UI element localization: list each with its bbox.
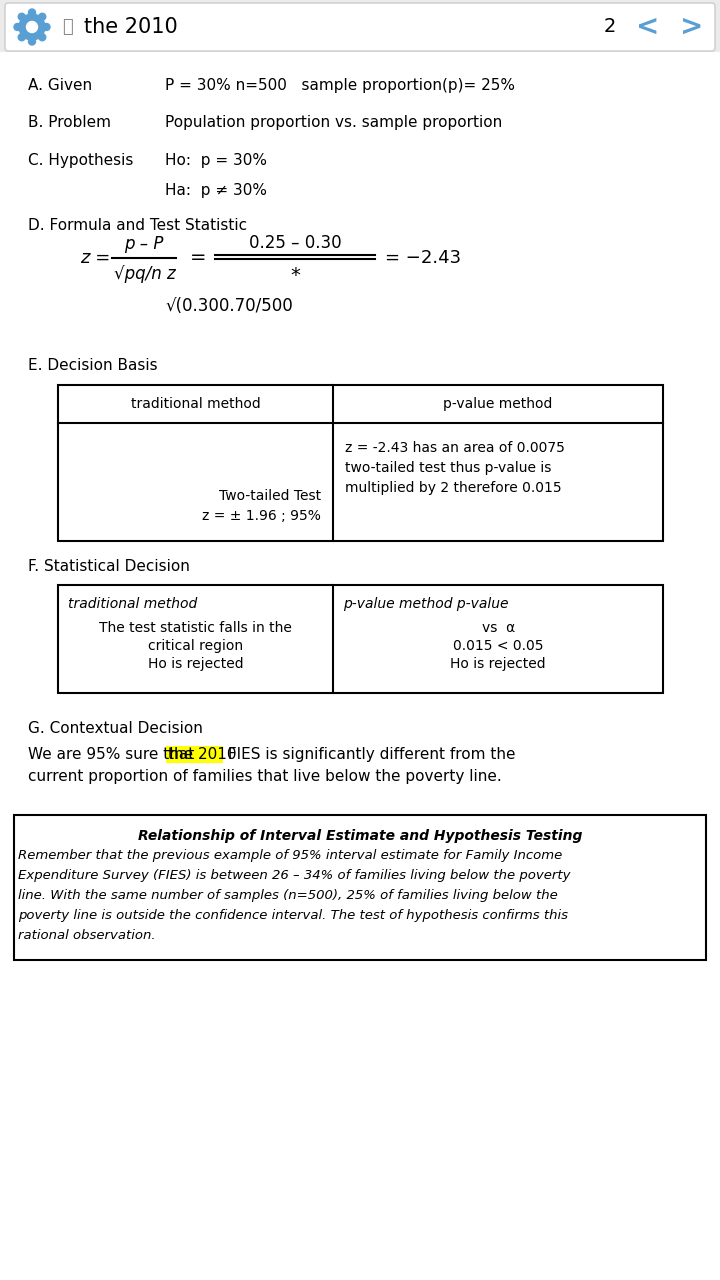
Circle shape [29, 38, 35, 45]
Text: √pq/n z: √pq/n z [114, 265, 176, 283]
Text: = −2.43: = −2.43 [385, 250, 461, 268]
Text: Ha:  p ≠ 30%: Ha: p ≠ 30% [165, 183, 267, 198]
Bar [14, 815, 706, 960]
Text: poverty line is outside the confidence interval. The test of hypothesis confirms: poverty line is outside the confidence i… [18, 909, 568, 922]
Text: Two-tailed Test: Two-tailed Test [219, 489, 321, 503]
Text: >: > [680, 13, 703, 41]
Circle shape [29, 9, 35, 15]
Text: z = -2.43 has an area of 0.0075: z = -2.43 has an area of 0.0075 [346, 442, 565, 454]
Circle shape [18, 33, 25, 41]
Text: ⌕: ⌕ [62, 18, 73, 36]
Text: The test statistic falls in the: The test statistic falls in the [99, 621, 292, 635]
Text: √(0.300.70/500: √(0.300.70/500 [165, 297, 293, 315]
Text: Ho is rejected: Ho is rejected [450, 657, 546, 671]
Text: the 2010: the 2010 [84, 17, 178, 37]
Text: <: < [636, 13, 660, 41]
Text: Ho is rejected: Ho is rejected [148, 657, 243, 671]
Text: F. Statistical Decision: F. Statistical Decision [28, 559, 190, 573]
Text: multiplied by 2 therefore 0.015: multiplied by 2 therefore 0.015 [346, 481, 562, 495]
Text: C. Hypothesis: C. Hypothesis [28, 154, 133, 168]
Text: p-value method: p-value method [444, 397, 553, 411]
Circle shape [18, 13, 25, 20]
Text: P = 30% n=500   sample proportion(p)= 25%: P = 30% n=500 sample proportion(p)= 25% [165, 78, 515, 93]
Circle shape [14, 23, 21, 31]
Circle shape [27, 22, 37, 32]
Text: FIES is significantly different from the: FIES is significantly different from the [223, 748, 516, 762]
Text: 0.25 – 0.30: 0.25 – 0.30 [248, 234, 341, 252]
Text: z = ± 1.96 ; 95%: z = ± 1.96 ; 95% [202, 509, 321, 524]
Circle shape [39, 13, 46, 20]
FancyBboxPatch shape [5, 3, 715, 51]
Text: rational observation.: rational observation. [18, 929, 156, 942]
Text: Remember that the previous example of 95% interval estimate for Family Income: Remember that the previous example of 95… [18, 849, 562, 861]
Text: line. With the same number of samples (n=500), 25% of families living below the: line. With the same number of samples (n… [18, 890, 558, 902]
Text: Ho:  p = 30%: Ho: p = 30% [165, 154, 267, 168]
Text: current proportion of families that live below the poverty line.: current proportion of families that live… [28, 769, 502, 783]
Text: A. Given: A. Given [28, 78, 92, 93]
Text: traditional method: traditional method [131, 397, 261, 411]
Bar [166, 746, 223, 763]
Text: We are 95% sure that: We are 95% sure that [28, 748, 199, 762]
Bar [58, 585, 663, 692]
Circle shape [43, 23, 50, 31]
Text: critical region: critical region [148, 639, 243, 653]
Text: the 2010: the 2010 [168, 748, 236, 762]
Bar [58, 385, 663, 541]
Text: traditional method: traditional method [68, 596, 197, 611]
Text: z =: z = [80, 250, 110, 268]
Text: *: * [290, 266, 300, 285]
Circle shape [19, 14, 45, 40]
Text: two-tailed test thus p-value is: two-tailed test thus p-value is [346, 461, 552, 475]
Text: p-value method p-value: p-value method p-value [343, 596, 509, 611]
Text: B. Problem: B. Problem [28, 115, 111, 131]
Circle shape [39, 33, 46, 41]
Text: G. Contextual Decision: G. Contextual Decision [28, 721, 203, 736]
Text: 2: 2 [604, 18, 616, 37]
Text: p – P: p – P [125, 236, 163, 253]
Text: 0.015 < 0.05: 0.015 < 0.05 [453, 639, 544, 653]
Text: vs  α: vs α [482, 621, 515, 635]
Text: Expenditure Survey (FIES) is between 26 – 34% of families living below the pover: Expenditure Survey (FIES) is between 26 … [18, 869, 570, 882]
Text: E. Decision Basis: E. Decision Basis [28, 358, 158, 372]
Text: =: = [190, 248, 207, 268]
Text: Relationship of Interval Estimate and Hypothesis Testing: Relationship of Interval Estimate and Hy… [138, 829, 582, 844]
Text: D. Formula and Test Statistic: D. Formula and Test Statistic [28, 218, 247, 233]
Text: Population proportion vs. sample proportion: Population proportion vs. sample proport… [165, 115, 503, 131]
